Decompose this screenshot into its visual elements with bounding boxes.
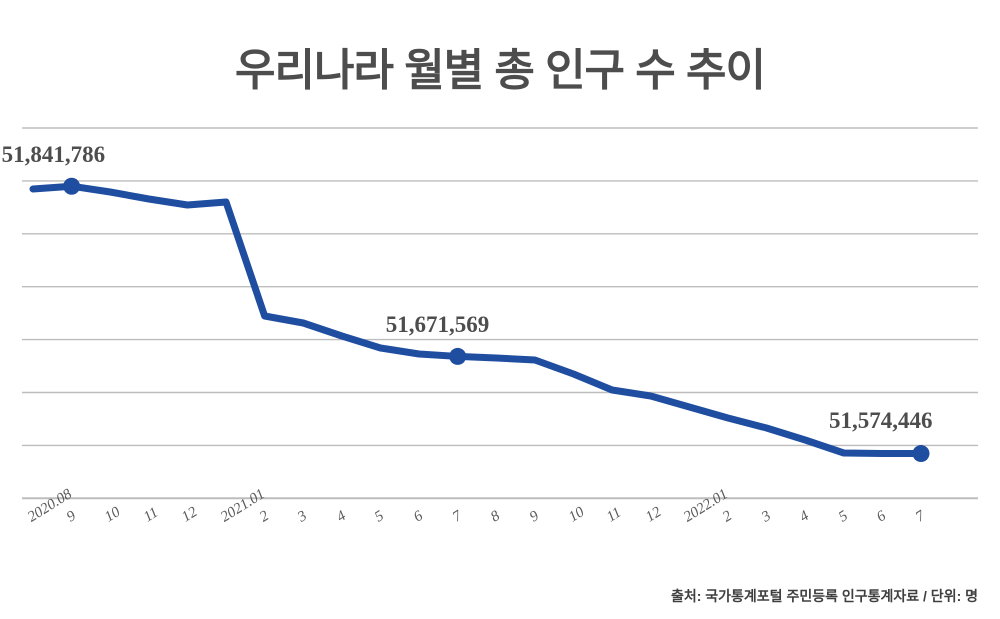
data-value-label: 51,671,569 bbox=[385, 312, 490, 338]
data-point-marker bbox=[449, 347, 467, 365]
data-value-label: 51,574,446 bbox=[829, 407, 933, 433]
data-point-markers bbox=[63, 177, 930, 463]
page-title: 우리나라 월별 총 인구 수 추이 bbox=[235, 46, 766, 95]
population-line-series bbox=[29, 182, 925, 458]
gridlines-group bbox=[22, 127, 978, 500]
data-point-marker bbox=[912, 445, 930, 463]
data-value-label: 51,841,786 bbox=[1, 142, 106, 168]
source-note: 출처: 국가통계포털 주민등록 인구통계자료 / 단위: 명 bbox=[670, 588, 978, 604]
data-point-marker bbox=[63, 177, 81, 195]
